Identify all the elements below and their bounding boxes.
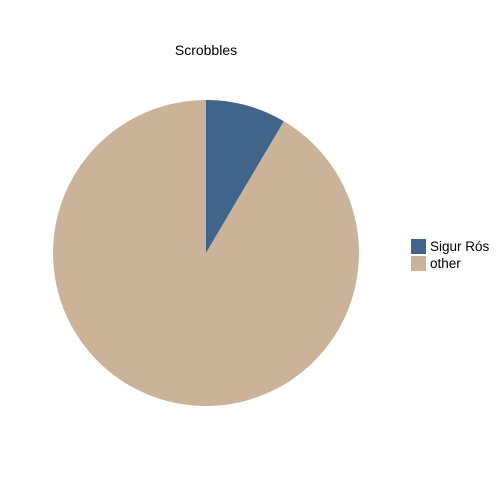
legend-label-sigur-r-s: Sigur Rós: [430, 239, 490, 254]
legend-label-other: other: [430, 256, 461, 271]
pie-slices: [52, 100, 359, 406]
pie-slice-sigur-r-s: [206, 100, 284, 253]
chart-title: Scrobbles: [175, 42, 237, 58]
legend-swatch-sigur-r-s: [411, 239, 426, 254]
legend-swatch-other: [411, 256, 426, 271]
legend: Sigur Rós other: [411, 239, 490, 271]
pie-slice-other: [52, 100, 359, 406]
